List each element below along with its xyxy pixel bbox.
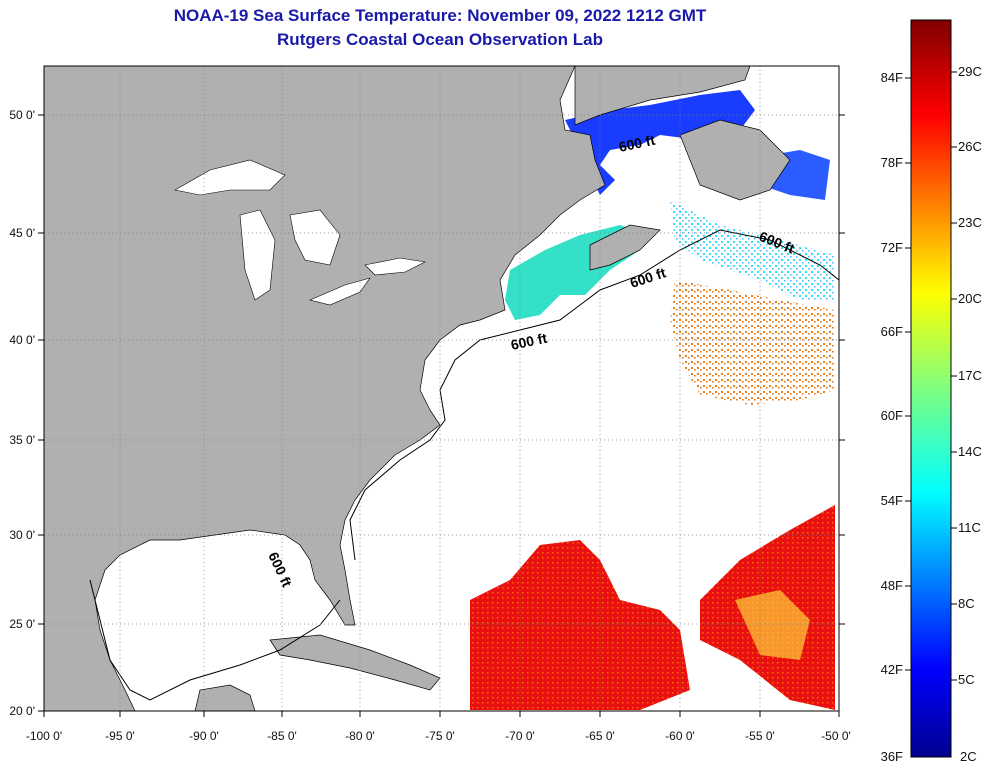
x-tick-label: -55 0' bbox=[745, 729, 775, 743]
y-tick-label: 40 0' bbox=[9, 333, 35, 347]
x-tick-label: -65 0' bbox=[585, 729, 615, 743]
colorbar-f-label: 78F bbox=[881, 155, 903, 170]
land-yucatan bbox=[194, 684, 256, 711]
sst-gulf-stream-orange bbox=[670, 280, 835, 405]
axis-ticks bbox=[38, 114, 845, 717]
x-tick-label: -60 0' bbox=[665, 729, 695, 743]
colorbar-f-label: 42F bbox=[881, 662, 903, 677]
y-tick-label: 20 0' bbox=[9, 704, 35, 718]
land-cuba bbox=[269, 634, 441, 691]
colorbar-c-label: 23C bbox=[958, 215, 982, 230]
sst-northern-blue bbox=[565, 90, 755, 195]
map-frame bbox=[43, 65, 840, 712]
colorbar-f-label: 54F bbox=[881, 493, 903, 508]
colorbar-f-label: 48F bbox=[881, 578, 903, 593]
colorbar-c-label: 11C bbox=[958, 520, 981, 535]
sst-south-red bbox=[470, 540, 690, 710]
map-gridlines bbox=[44, 66, 839, 711]
y-tick-label: 30 0' bbox=[9, 528, 35, 542]
land-labrador-newfoundland bbox=[574, 66, 751, 126]
map-subtitle: Rutgers Coastal Ocean Observation Lab bbox=[277, 30, 603, 49]
colorbar-f-label: 84F bbox=[881, 70, 903, 85]
x-tick-label: -100 0' bbox=[26, 729, 62, 743]
colorbar-c-label: 26C bbox=[958, 139, 982, 154]
colorbar-c-label: 20C bbox=[958, 291, 982, 306]
x-tick-label: -90 0' bbox=[189, 729, 219, 743]
colorbar-c-label: 29C bbox=[958, 64, 982, 79]
y-axis-labels: 50 0' 45 0' 40 0' 35 0' 30 0' 25 0' 20 0… bbox=[9, 108, 35, 718]
sst-yellow-patch bbox=[735, 590, 810, 660]
colorbar-f-label: 66F bbox=[881, 324, 903, 339]
colorbar-gradient bbox=[910, 19, 952, 758]
x-tick-label: -70 0' bbox=[505, 729, 535, 743]
lake-superior bbox=[174, 159, 286, 196]
y-tick-label: 35 0' bbox=[9, 433, 35, 447]
y-tick-label: 45 0' bbox=[9, 226, 35, 240]
x-tick-label: -50 0' bbox=[821, 729, 851, 743]
x-tick-label: -75 0' bbox=[425, 729, 455, 743]
colorbar-c-label: 2C bbox=[960, 749, 977, 764]
colorbar: 84F 78F 72F 66F 60F 54F 48F 42F 36F 29C … bbox=[881, 19, 982, 764]
colorbar-f-label: 36F bbox=[881, 749, 903, 764]
contour-label: 600 ft bbox=[509, 330, 548, 353]
x-tick-label: -80 0' bbox=[345, 729, 375, 743]
colorbar-f-label: 60F bbox=[881, 408, 903, 423]
colorbar-c-label: 8C bbox=[958, 596, 975, 611]
land-newfoundland bbox=[679, 119, 791, 201]
colorbar-c-label: 17C bbox=[958, 368, 982, 383]
colorbar-c-label: 5C bbox=[958, 672, 975, 687]
lake-michigan-huron bbox=[239, 209, 341, 301]
colorbar-c-label: 14C bbox=[958, 444, 982, 459]
contour-label: 600 ft bbox=[617, 132, 656, 155]
x-tick-label: -85 0' bbox=[267, 729, 297, 743]
x-tick-label: -95 0' bbox=[105, 729, 135, 743]
y-tick-label: 25 0' bbox=[9, 617, 35, 631]
land-north-america bbox=[44, 66, 606, 711]
lake-erie-ontario bbox=[309, 257, 426, 306]
colorbar-f-label: 72F bbox=[881, 240, 903, 255]
x-axis-labels: -100 0' -95 0' -90 0' -85 0' -80 0' -75 … bbox=[26, 729, 851, 743]
sst-grand-banks bbox=[670, 200, 835, 300]
contour-600ft-gulf bbox=[89, 579, 341, 701]
map-title: NOAA-19 Sea Surface Temperature: Novembe… bbox=[173, 6, 707, 25]
land-nova-scotia bbox=[589, 224, 661, 271]
y-tick-label: 50 0' bbox=[9, 108, 35, 122]
